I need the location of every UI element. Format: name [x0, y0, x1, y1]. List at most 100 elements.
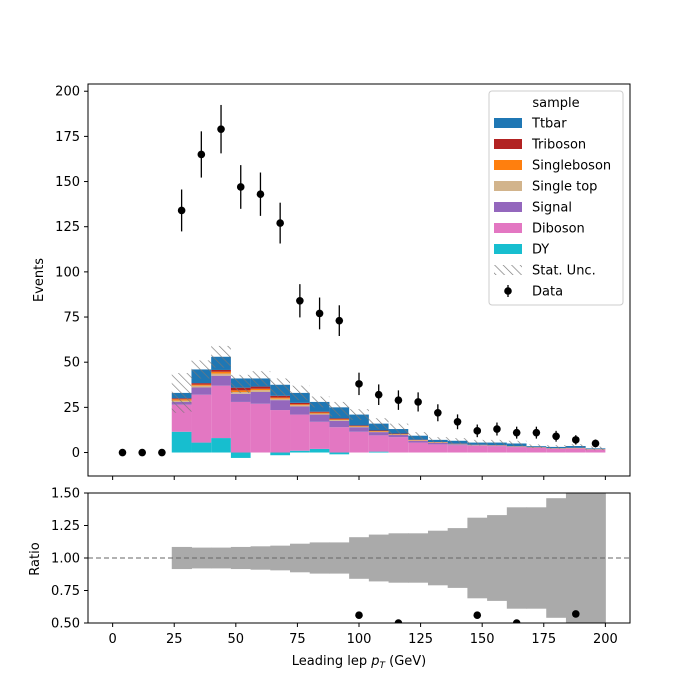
legend-label: Stat. Unc.: [532, 264, 596, 279]
stack-bar-signal: [250, 392, 271, 404]
stack-bar-signal: [447, 444, 468, 446]
stack-bar-diboson: [211, 385, 231, 439]
stack-bar-diboson: [585, 449, 606, 453]
main-y-tick-label: 150: [55, 175, 80, 190]
stat-unc-band: [408, 432, 428, 440]
stack-bar-singleboson: [250, 388, 271, 391]
data-point: [118, 448, 127, 457]
stack-bar-signal: [427, 442, 448, 445]
stat-unc-band: [506, 440, 527, 447]
x-tick-label: 150: [470, 632, 495, 647]
legend-item-stat-unc: Stat. Unc.: [494, 264, 596, 279]
main-y-tick-label: 50: [63, 356, 80, 371]
stack-bar-single-top: [290, 405, 310, 407]
legend-item-signal: Signal: [494, 201, 572, 216]
legend-swatch-icon: [494, 181, 522, 191]
stack-bar-diboson: [329, 427, 350, 453]
ratio-point: [572, 610, 580, 618]
stack-bar-diboson: [349, 431, 369, 453]
stack-bar-single-top: [388, 434, 409, 435]
legend-swatch-icon: [494, 202, 522, 212]
data-point: [256, 190, 265, 198]
stack-bar-triboson: [270, 395, 291, 398]
ratio-point: [512, 619, 521, 623]
main-y-tick-label: 100: [55, 265, 80, 280]
data-point: [197, 150, 206, 159]
x-tick-label: 50: [228, 632, 245, 647]
legend-label: Signal: [532, 201, 572, 216]
stack-bar-dy: [368, 451, 389, 453]
data-point: [217, 125, 225, 133]
stack-bar-triboson: [349, 425, 369, 426]
x-tick-label: 75: [289, 632, 306, 647]
stack-bar-triboson: [290, 402, 310, 405]
legend-swatch-icon: [494, 223, 522, 233]
data-point: [236, 183, 245, 191]
data-point: [296, 296, 304, 305]
stack-bar-single-top: [329, 420, 350, 421]
stack-bar-single-top: [211, 373, 231, 376]
stat-unc-band: [211, 345, 231, 368]
ratio-point: [473, 611, 482, 619]
data-point: [572, 436, 580, 444]
legend-item-triboson: Triboson: [494, 138, 586, 153]
legend-label: DY: [532, 243, 549, 258]
ratio-y-tick-label: 1.00: [51, 552, 80, 567]
stack-bar-signal: [388, 434, 409, 438]
data-point: [177, 206, 186, 215]
stack-bar-signal: [270, 400, 291, 411]
stack-bar-diboson: [368, 435, 389, 452]
data-point: [493, 425, 501, 433]
data-point: [315, 309, 324, 318]
legend-item-single-top: Single top: [494, 180, 597, 195]
legend-data-marker-icon: [504, 287, 512, 295]
data-point: [473, 427, 482, 435]
stack-bar-singleboson: [270, 397, 291, 399]
legend-title: sample: [532, 96, 579, 111]
legend-label: Singleboson: [532, 159, 611, 174]
legend-frame: [488, 90, 624, 306]
stack-bar-singleboson: [191, 384, 212, 386]
ratio-y-axis: 0.50 0.75 1.00 1.25 1.50: [51, 487, 88, 632]
x-tick-label: 125: [408, 632, 433, 647]
stack-bar-single-top: [270, 398, 291, 401]
stack-bar-diboson: [427, 444, 448, 453]
stack-bar-diboson: [447, 445, 468, 453]
stack-bar-dy: [230, 452, 251, 458]
data-point: [414, 398, 422, 406]
data-point: [374, 390, 383, 399]
main-y-axis: 0 25 50 75 100 125 150 175 200: [55, 85, 88, 461]
ratio-plot-panel: 0.50 0.75 1.00 1.25 1.50 0 25 50 75 100 125 150 175…: [28, 487, 631, 671]
stack-bar-signal: [487, 445, 507, 447]
data-point: [453, 418, 462, 426]
stack-bar-dy: [329, 452, 350, 455]
stat-unc-band: [191, 360, 212, 379]
ratio-unc-band: [467, 517, 488, 599]
legend-item-ttbar: Ttbar: [494, 117, 567, 132]
stat-unc-band: [230, 374, 251, 393]
data-point: [276, 219, 284, 227]
stat-unc-band: [309, 396, 330, 408]
legend-swatch-icon: [494, 139, 522, 149]
legend-item-data: Data: [504, 285, 563, 300]
stack-bar-single-top: [368, 431, 389, 433]
legend-item-dy: DY: [494, 243, 549, 258]
x-tick-label: 100: [347, 632, 372, 647]
data-point: [591, 439, 600, 448]
stack-bar-signal: [408, 440, 428, 443]
data-point: [335, 316, 344, 325]
ratio-unc-band: [171, 546, 192, 570]
ratio-point: [394, 619, 403, 623]
legend-swatch-icon: [494, 160, 522, 170]
stack-bar-diboson: [270, 410, 291, 453]
legend-item-singleboson: Singleboson: [494, 159, 611, 174]
main-y-tick-label: 75: [63, 311, 80, 326]
stat-unc-band: [546, 445, 566, 449]
stat-unc-band: [447, 438, 468, 444]
stat-unc-band: [427, 437, 448, 443]
stack-bar-diboson: [388, 437, 409, 453]
stack-bar-single-top: [250, 390, 271, 392]
stat-unc-band: [388, 423, 409, 435]
stat-unc-band: [329, 401, 350, 417]
